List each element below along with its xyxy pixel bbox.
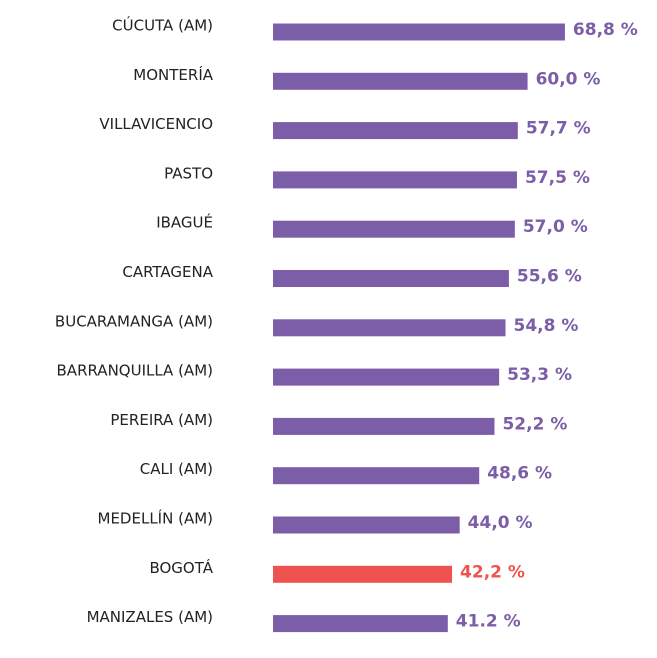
value-label: 44,0 % [468, 513, 533, 533]
bar [273, 516, 460, 534]
value-label: 42,2 % [460, 562, 525, 582]
bar [273, 270, 509, 287]
category-label: CARTAGENA [122, 263, 213, 281]
bar [273, 72, 528, 90]
category-label: BOGOTÁ [149, 558, 213, 577]
value-label: 68,8 % [573, 20, 638, 40]
value-label: 48,6 % [487, 464, 552, 484]
category-label: CÚCUTA (AM) [112, 16, 213, 35]
value-label: 57,0 % [523, 217, 588, 237]
category-label: CALI (AM) [140, 460, 213, 478]
bar [273, 220, 515, 238]
bar [273, 565, 453, 583]
value-label: 52,2 % [502, 414, 567, 434]
value-label: 60,0 % [536, 69, 601, 89]
category-label: BUCARAMANGA (AM) [55, 312, 213, 330]
bar [273, 171, 517, 189]
value-label: 55,6 % [517, 267, 582, 287]
category-label: MEDELLÍN (AM) [98, 509, 213, 528]
category-label: PEREIRA (AM) [110, 411, 213, 429]
category-label: PASTO [164, 164, 213, 182]
bar [273, 23, 565, 41]
bar [273, 319, 506, 337]
category-label: BARRANQUILLA (AM) [57, 362, 213, 380]
value-label: 41.2 % [456, 612, 521, 632]
bar [273, 122, 518, 140]
bar [273, 615, 448, 633]
bar [273, 467, 480, 485]
bar [273, 368, 500, 386]
category-label: IBAGUÉ [156, 213, 213, 232]
value-label: 54,8 % [514, 316, 579, 336]
category-label: MONTERÍA [133, 65, 213, 84]
value-label: 57,5 % [525, 168, 590, 188]
category-label: MANIZALES (AM) [87, 608, 213, 626]
category-label: VILLAVICENCIO [99, 115, 213, 133]
value-label: 57,7 % [526, 119, 591, 139]
value-label: 53,3 % [507, 365, 572, 385]
bar [273, 417, 495, 435]
